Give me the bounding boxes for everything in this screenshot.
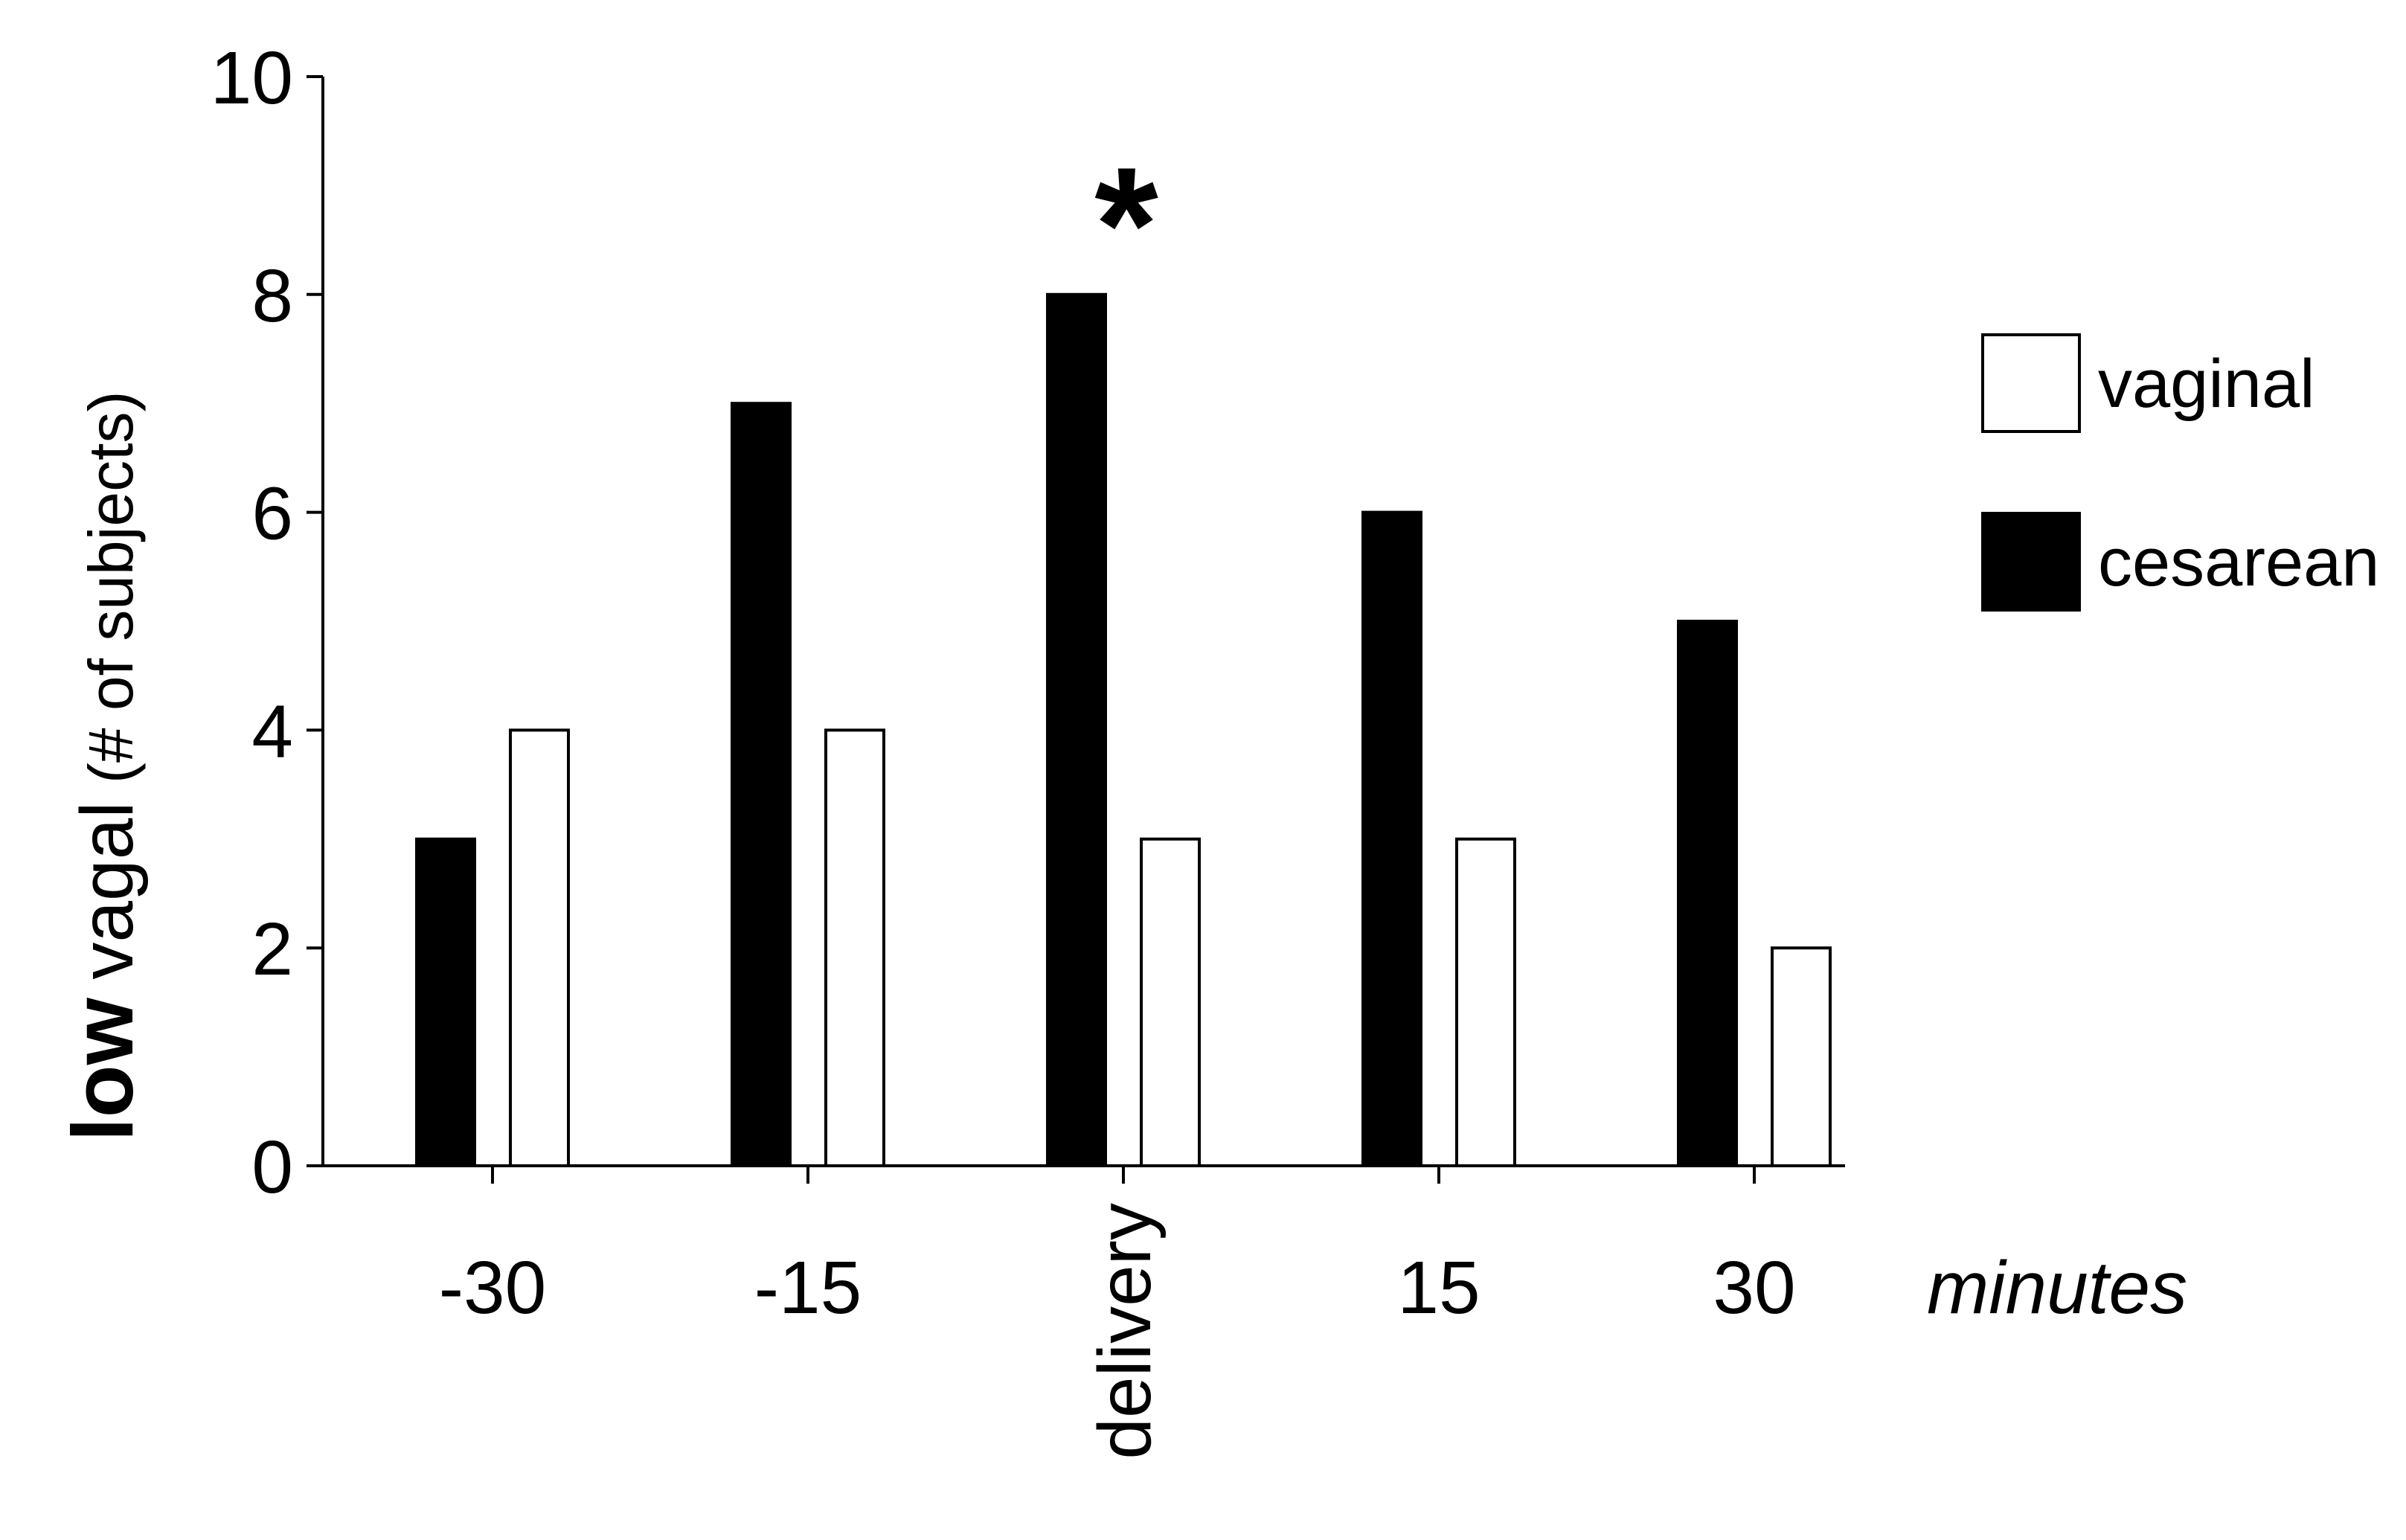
- y-tick-label: 2: [251, 908, 293, 991]
- x-tick-label: 30: [1713, 1246, 1795, 1329]
- bar-cesarean: [415, 837, 476, 1168]
- legend-label-cesarean: cesarean: [2098, 524, 2379, 600]
- legend-label-vaginal: vaginal: [2098, 346, 2315, 422]
- x-tick-label: -15: [754, 1246, 862, 1329]
- bar-cesarean: [731, 402, 792, 1168]
- bar-cesarean: [1677, 620, 1738, 1167]
- annotations: *: [1094, 133, 1158, 316]
- axes: 0 2 4 6 8 10 -30 -15 delivery 15 30: [211, 36, 1845, 1460]
- y-axis-title: low vagal (# of subjects): [54, 391, 151, 1142]
- bar-vaginal: [1771, 946, 1832, 1167]
- x-tick-label: -30: [439, 1246, 547, 1329]
- bars: [415, 292, 1832, 1168]
- bar-cesarean: [1046, 292, 1107, 1167]
- bar-vaginal: [824, 728, 885, 1167]
- bar-vaginal: [509, 728, 570, 1167]
- y-tick-label: 4: [251, 690, 293, 773]
- significance-marker: *: [1094, 133, 1158, 316]
- bar-vaginal: [1140, 837, 1201, 1168]
- y-tick-label: 6: [251, 472, 293, 556]
- y-tick-label: 10: [211, 36, 293, 120]
- x-tick-label: 15: [1397, 1246, 1480, 1329]
- legend-swatch-vaginal: [1981, 333, 2081, 433]
- legend-swatch-cesarean: [1981, 512, 2081, 612]
- y-axis-title-bold: low: [54, 997, 151, 1141]
- x-axis-unit-label: minutes: [1927, 1246, 2187, 1329]
- y-axis-title-regular: vagal: [65, 802, 149, 980]
- bar-vaginal: [1455, 837, 1516, 1168]
- bar-cesarean: [1361, 510, 1422, 1167]
- y-tick-label: 8: [251, 254, 293, 338]
- legend: vaginal cesarean: [1981, 333, 2379, 612]
- y-tick-label: 0: [251, 1126, 293, 1209]
- y-axis-title-small: (# of subjects): [76, 391, 146, 784]
- x-tick-label: delivery: [1083, 1203, 1167, 1460]
